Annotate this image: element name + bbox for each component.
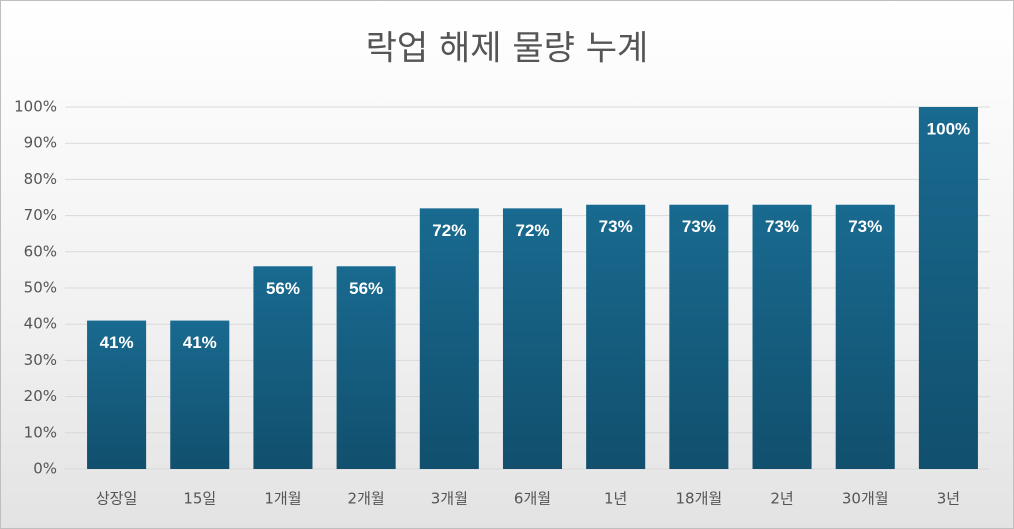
x-tick-label: 1년 xyxy=(604,490,627,508)
bar xyxy=(752,204,812,470)
x-tick-label: 2개월 xyxy=(348,490,385,508)
x-tick-label: 2년 xyxy=(770,490,793,508)
bar xyxy=(253,266,313,469)
data-label: 41% xyxy=(183,333,217,352)
y-tick-label: 50% xyxy=(24,279,57,297)
data-label: 72% xyxy=(515,221,549,240)
data-label: 73% xyxy=(599,217,633,236)
y-tick-label: 70% xyxy=(24,206,57,224)
bar xyxy=(170,320,230,469)
data-label: 56% xyxy=(349,279,383,298)
bar xyxy=(835,204,895,470)
bar xyxy=(586,204,646,470)
y-tick-label: 40% xyxy=(24,315,57,333)
bar xyxy=(669,204,729,470)
x-tick-label: 15일 xyxy=(183,490,216,508)
bar xyxy=(502,208,563,470)
x-tick-label: 6개월 xyxy=(514,490,551,508)
y-tick-label: 80% xyxy=(24,170,57,188)
x-tick-label: 1개월 xyxy=(264,490,301,508)
chart-title: 락업 해제 물량 누계 xyxy=(366,29,649,69)
x-tick-label: 3개월 xyxy=(431,490,468,508)
x-tick-label: 18개월 xyxy=(676,490,723,508)
y-tick-label: 90% xyxy=(24,134,57,152)
y-tick-label: 30% xyxy=(24,351,57,369)
x-tick-label: 3년 xyxy=(937,490,960,508)
data-label: 73% xyxy=(682,217,716,236)
data-label: 72% xyxy=(432,221,466,240)
data-label: 100% xyxy=(927,119,970,138)
bar xyxy=(419,208,479,470)
y-tick-label: 20% xyxy=(24,387,57,405)
bar xyxy=(336,266,396,469)
x-tick-label: 30개월 xyxy=(842,490,889,508)
data-label: 73% xyxy=(765,217,799,236)
data-label: 56% xyxy=(266,279,300,298)
y-tick-label: 10% xyxy=(24,423,57,441)
bar xyxy=(918,107,978,469)
y-tick-label: 0% xyxy=(33,460,57,478)
data-label: 73% xyxy=(848,217,882,236)
data-label: 41% xyxy=(100,333,134,352)
bar xyxy=(87,320,147,469)
x-tick-label: 상장일 xyxy=(96,490,137,508)
y-tick-label: 100% xyxy=(14,98,57,116)
y-tick-label: 60% xyxy=(24,242,57,260)
